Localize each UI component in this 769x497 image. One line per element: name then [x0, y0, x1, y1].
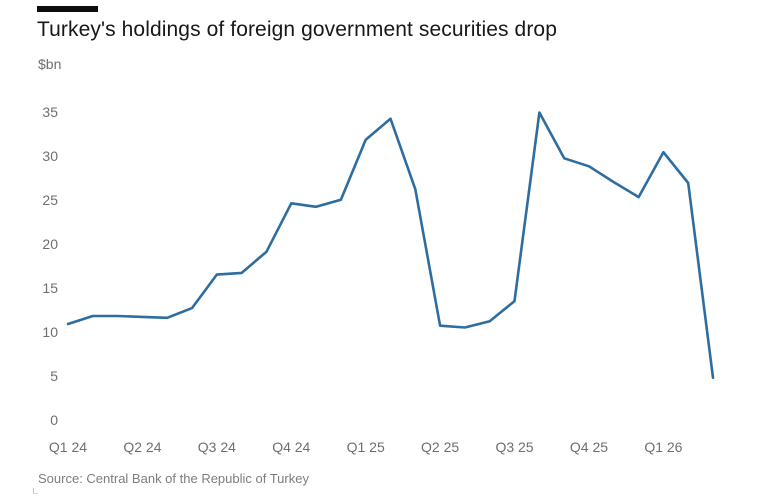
x-tick-label-q2-25: Q2 25 — [421, 439, 460, 455]
chart-title: Turkey's holdings of foreign government … — [37, 18, 557, 41]
holdings-line-series — [66, 111, 715, 380]
x-tick-label-q2-24: Q2 24 — [123, 439, 162, 455]
y-tick-label-20: 20 — [42, 235, 58, 252]
x-tick-label-q1-26: Q1 26 — [644, 439, 683, 455]
y-axis-unit-label: $bn — [38, 56, 62, 72]
x-tick-label-q3-24: Q3 24 — [197, 439, 236, 455]
x-tick-label-q4-25: Q4 25 — [569, 439, 609, 455]
stray-artifact-mark — [33, 488, 38, 494]
x-tick-label-q3-25: Q3 25 — [495, 439, 534, 455]
x-tick-label-q1-24: Q1 24 — [48, 439, 88, 455]
y-tick-label-30: 30 — [42, 147, 58, 164]
x-tick-label-q1-25: Q1 25 — [346, 439, 385, 455]
y-tick-label-10: 10 — [42, 323, 58, 340]
source-note: Source: Central Bank of the Republic of … — [38, 471, 309, 486]
y-tick-label-25: 25 — [42, 191, 58, 208]
y-tick-label-15: 15 — [42, 279, 58, 296]
title-accent-bar — [37, 6, 98, 12]
y-tick-label-0: 0 — [50, 412, 58, 428]
y-tick-label-35: 35 — [42, 103, 58, 120]
y-tick-label-5: 5 — [50, 367, 58, 384]
x-tick-label-q4-24: Q4 24 — [272, 439, 311, 455]
